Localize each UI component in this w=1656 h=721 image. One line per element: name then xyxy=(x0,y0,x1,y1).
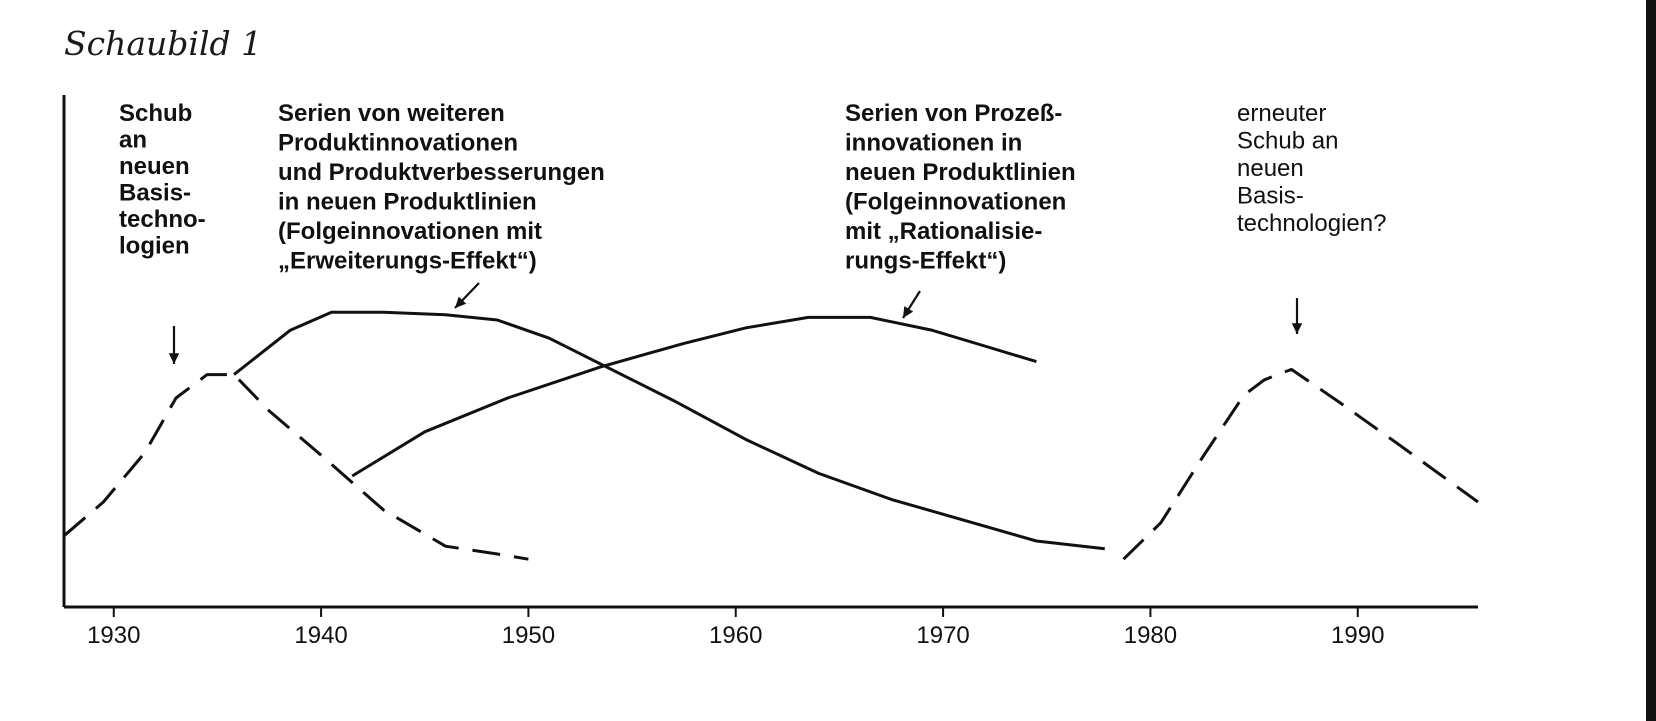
annotation-1: Schub an neuen Basis-techno-logien xyxy=(119,100,206,260)
annotation-line: an xyxy=(119,127,147,154)
annotation-line: technologien? xyxy=(1237,210,1386,237)
x-tick-label: 1940 xyxy=(294,622,347,649)
annotation-2: Serien von weiteren Produktinnovationen un… xyxy=(278,100,605,275)
arrows-layer xyxy=(168,282,1303,364)
annotation-line: rungs-Effekt“) xyxy=(845,248,1006,275)
x-tick-label: 1930 xyxy=(87,622,140,649)
annotation-3: Serien von Prozeß-innovationen in neuen P… xyxy=(845,100,1076,275)
annotation-line: neuen Produktlinien xyxy=(845,159,1076,186)
annotation-line: Schub xyxy=(119,100,192,127)
chart-title: Schaubild 1 xyxy=(64,24,262,63)
annotation-line: (Folgeinnovationen xyxy=(845,189,1066,216)
series-line-3 xyxy=(351,315,1037,478)
series-layer xyxy=(63,310,1479,561)
annotation-line: und Produktverbesserungen xyxy=(278,159,605,186)
annotation-line: neuen xyxy=(1237,155,1304,182)
annotation-line: innovationen in xyxy=(845,130,1022,157)
pointer-arrowhead xyxy=(1291,323,1303,334)
annotation-line: Serien von Prozeß- xyxy=(845,100,1062,127)
annotation-line: Serien von weiteren xyxy=(278,100,505,127)
annotation-line: mit „Rationalisie- xyxy=(845,218,1042,245)
pointer-arrowhead xyxy=(455,296,467,308)
annotation-line: Produktinnovationen xyxy=(278,130,518,157)
series-line-2 xyxy=(233,310,1105,551)
scan-edge xyxy=(1646,0,1656,721)
x-tick-label: 1990 xyxy=(1331,622,1384,649)
axes xyxy=(62,95,1478,609)
annotation-line: Schub an xyxy=(1237,128,1338,155)
annotation-line: Basis- xyxy=(119,180,191,207)
x-tick-label: 1980 xyxy=(1124,622,1177,649)
pointer-arrowhead xyxy=(168,353,180,364)
series-line-1 xyxy=(63,373,529,561)
annotation-line: neuen xyxy=(119,153,190,180)
annotation-line: (Folgeinnovationen mit xyxy=(278,218,542,245)
annotation-line: erneuter xyxy=(1237,100,1326,127)
annotation-line: in neuen Produktlinien xyxy=(278,189,537,216)
x-tick-label: 1970 xyxy=(916,622,969,649)
annotation-line: „Erweiterungs-Effekt“) xyxy=(278,248,537,275)
series-line-4 xyxy=(1122,367,1479,561)
x-tick-label: 1950 xyxy=(502,622,555,649)
tick-layer: 1930 1940 1950 1960 1970 1980 1990 xyxy=(87,607,1384,649)
annotation-line: logien xyxy=(119,233,190,260)
annotation-line: techno- xyxy=(119,206,206,233)
annotation-4: erneuter Schub an neuen Basis-technologien? xyxy=(1237,100,1386,237)
annotation-line: Basis- xyxy=(1237,183,1304,210)
x-tick-label: 1960 xyxy=(709,622,762,649)
pointer-arrowhead xyxy=(903,306,914,318)
